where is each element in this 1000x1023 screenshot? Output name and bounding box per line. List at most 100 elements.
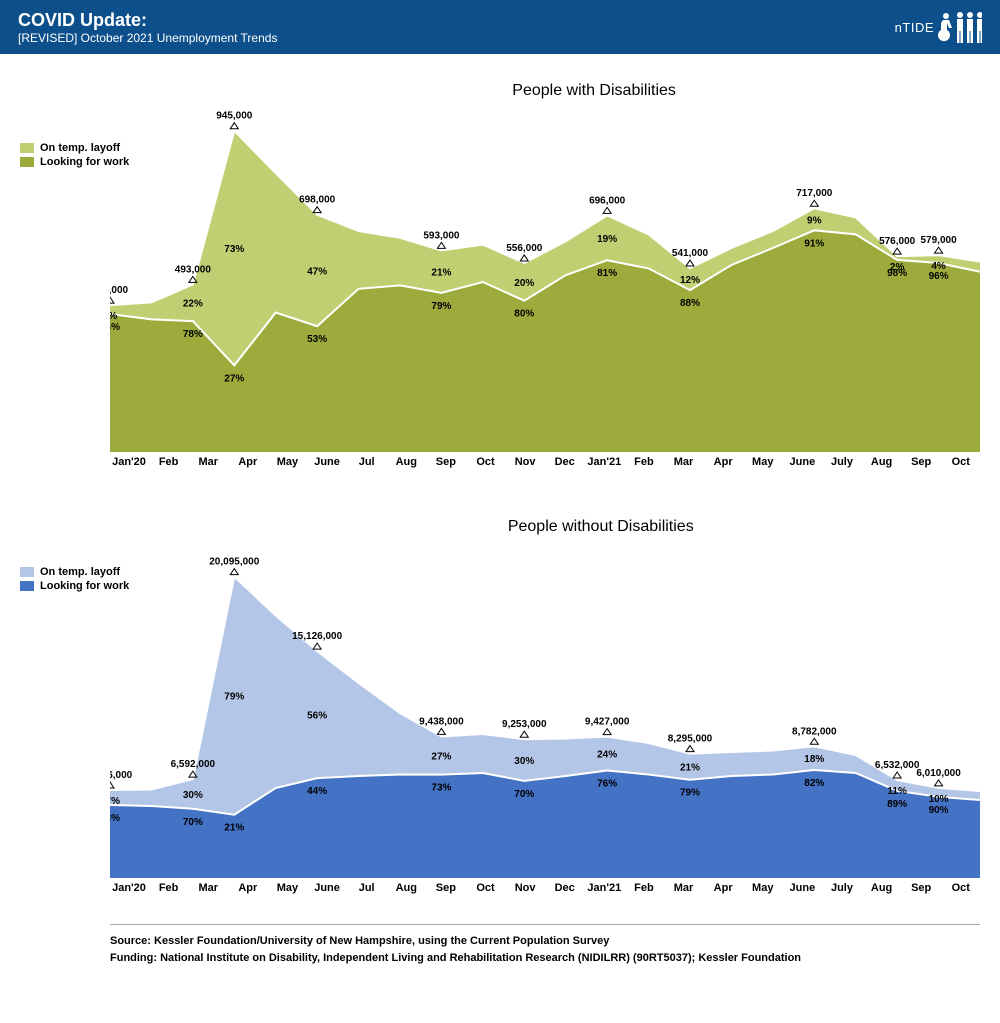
month-label: Jan'20 bbox=[110, 456, 148, 468]
looking-pct-label: 78% bbox=[183, 329, 203, 340]
month-label: Oct bbox=[942, 882, 980, 894]
looking-pct-label: 88% bbox=[680, 298, 700, 309]
month-label: Dec bbox=[546, 882, 584, 894]
total-value-label: 541,000 bbox=[672, 248, 709, 259]
month-label: Jan'21 bbox=[585, 456, 623, 468]
layoff-pct-label: 17% bbox=[110, 796, 120, 807]
month-label: Apr bbox=[704, 882, 742, 894]
month-label: Oct bbox=[466, 882, 504, 894]
chart-a-xaxis: Jan'20FebMarAprMayJuneJulAugSepOctNovDec… bbox=[110, 452, 980, 468]
looking-pct-label: 21% bbox=[224, 823, 244, 834]
looking-pct-label: 96% bbox=[929, 271, 949, 282]
month-label: Aug bbox=[863, 456, 901, 468]
layoff-pct-label: 10% bbox=[929, 794, 949, 805]
triangle-marker-icon bbox=[810, 200, 818, 206]
looking-pct-label: 80% bbox=[514, 309, 534, 320]
looking-pct-label: 79% bbox=[431, 301, 451, 312]
triangle-marker-icon bbox=[230, 123, 238, 129]
people-icon bbox=[938, 10, 982, 44]
triangle-marker-icon bbox=[810, 738, 818, 744]
layoff-pct-label: 18% bbox=[804, 754, 824, 765]
month-label: Mar bbox=[665, 456, 703, 468]
triangle-marker-icon bbox=[313, 643, 321, 649]
ntide-logo: nTIDE bbox=[895, 10, 982, 44]
triangle-marker-icon bbox=[603, 207, 611, 213]
total-value-label: 9,438,000 bbox=[419, 716, 464, 727]
month-label: May bbox=[268, 456, 306, 468]
total-value-label: 15,126,000 bbox=[292, 631, 342, 642]
looking-pct-label: 89% bbox=[887, 799, 907, 810]
funding-text: Funding: National Institute on Disabilit… bbox=[110, 950, 980, 967]
layoff-pct-label: 27% bbox=[431, 752, 451, 763]
swatch-looking bbox=[20, 581, 34, 591]
total-value-label: 6,592,000 bbox=[171, 759, 216, 770]
looking-pct-label: 27% bbox=[224, 373, 244, 384]
footer-source: Source: Kessler Foundation/University of… bbox=[110, 924, 980, 966]
layoff-pct-label: 47% bbox=[307, 266, 327, 277]
swatch-layoff bbox=[20, 567, 34, 577]
triangle-marker-icon bbox=[520, 731, 528, 737]
total-value-label: 579,000 bbox=[920, 235, 957, 246]
triangle-marker-icon bbox=[893, 248, 901, 254]
layoff-pct-label: 22% bbox=[183, 299, 203, 310]
header-bar: COVID Update: [REVISED] October 2021 Une… bbox=[0, 0, 1000, 54]
total-value-label: 5,866,000 bbox=[110, 770, 133, 781]
month-label: July bbox=[823, 882, 861, 894]
month-label: Sep bbox=[902, 456, 940, 468]
month-label: Feb bbox=[150, 882, 188, 894]
legend-label-layoff: On temp. layoff bbox=[40, 566, 120, 578]
month-label: Jul bbox=[348, 882, 386, 894]
layoff-pct-label: 12% bbox=[680, 275, 700, 286]
layoff-pct-label: 21% bbox=[431, 268, 451, 279]
month-label: June bbox=[308, 882, 346, 894]
month-label: July bbox=[823, 456, 861, 468]
month-label: Feb bbox=[625, 882, 663, 894]
total-value-label: 8,782,000 bbox=[792, 726, 837, 737]
month-label: June bbox=[783, 456, 821, 468]
layoff-pct-label: 24% bbox=[597, 750, 617, 761]
triangle-marker-icon bbox=[230, 569, 238, 575]
layoff-pct-label: 6% bbox=[110, 311, 117, 322]
looking-pct-label: 82% bbox=[804, 778, 824, 789]
looking-pct-label: 79% bbox=[680, 788, 700, 799]
month-label: Feb bbox=[150, 456, 188, 468]
layoff-pct-label: 20% bbox=[514, 278, 534, 289]
triangle-marker-icon bbox=[603, 729, 611, 735]
total-value-label: 593,000 bbox=[423, 230, 460, 241]
legend-label-layoff: On temp. layoff bbox=[40, 142, 120, 154]
looking-pct-label: 70% bbox=[514, 789, 534, 800]
month-label: June bbox=[308, 456, 346, 468]
total-value-label: 9,427,000 bbox=[585, 717, 630, 728]
month-label: Jan'21 bbox=[585, 882, 623, 894]
total-value-label: 698,000 bbox=[299, 195, 336, 206]
month-label: Mar bbox=[189, 456, 227, 468]
month-label: Aug bbox=[387, 456, 425, 468]
triangle-marker-icon bbox=[437, 242, 445, 248]
month-label: Oct bbox=[942, 456, 980, 468]
triangle-marker-icon bbox=[520, 255, 528, 261]
looking-pct-label: 94% bbox=[110, 322, 120, 333]
month-label: Apr bbox=[229, 882, 267, 894]
month-label: Aug bbox=[863, 882, 901, 894]
triangle-marker-icon bbox=[686, 260, 694, 266]
layoff-pct-label: 79% bbox=[224, 692, 244, 703]
looking-pct-label: 98% bbox=[887, 268, 907, 279]
swatch-layoff bbox=[20, 143, 34, 153]
triangle-marker-icon bbox=[313, 207, 321, 213]
triangle-marker-icon bbox=[935, 780, 943, 786]
total-value-label: 717,000 bbox=[796, 188, 833, 199]
source-text: Source: Kessler Foundation/University of… bbox=[110, 933, 980, 950]
total-value-label: 556,000 bbox=[506, 243, 543, 254]
month-label: May bbox=[268, 882, 306, 894]
looking-pct-label: 91% bbox=[804, 238, 824, 249]
triangle-marker-icon bbox=[437, 728, 445, 734]
total-value-label: 8,295,000 bbox=[668, 734, 713, 745]
month-label: Aug bbox=[387, 882, 425, 894]
triangle-marker-icon bbox=[110, 782, 114, 788]
triangle-marker-icon bbox=[686, 746, 694, 752]
total-value-label: 6,532,000 bbox=[875, 760, 920, 771]
total-value-label: 945,000 bbox=[216, 111, 253, 122]
total-value-label: 6,010,000 bbox=[916, 768, 961, 779]
month-label: Mar bbox=[665, 882, 703, 894]
month-label: Jan'20 bbox=[110, 882, 148, 894]
